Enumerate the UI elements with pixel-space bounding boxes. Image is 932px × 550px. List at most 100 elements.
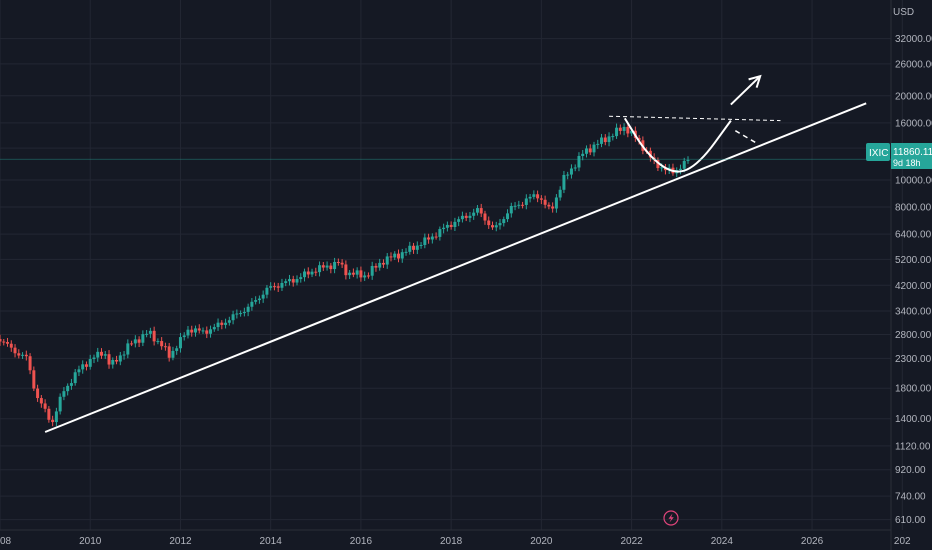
candle-body [660, 167, 664, 169]
candle-body [355, 270, 359, 275]
candle-body [51, 419, 55, 423]
drawings[interactable] [44, 74, 867, 433]
candle-body [314, 271, 318, 273]
time-axis[interactable]: 2008 2010 2012 2014 2016 2018 2020 2022 2024 2026… [0, 536, 911, 547]
candle-body [186, 329, 190, 336]
candle-body [197, 328, 201, 331]
candle-body [596, 143, 600, 145]
y-tick-label: 610.00 [895, 515, 926, 526]
candle-body [303, 271, 307, 278]
candle-body [239, 313, 243, 315]
candle-body [340, 262, 344, 265]
candle-body [6, 342, 10, 344]
candle-body [558, 189, 562, 198]
y-tick-label: 740.00 [895, 492, 926, 503]
candle-body [453, 221, 457, 228]
candle-body [348, 272, 352, 276]
candle-body [389, 256, 393, 258]
candle-body [220, 322, 224, 325]
candle-body [506, 213, 510, 220]
y-tick-label: 6400.00 [895, 230, 932, 241]
bullish-arrow-head [748, 74, 762, 88]
candle-body [344, 264, 348, 276]
candle-body [291, 279, 295, 283]
candle-body [592, 144, 596, 153]
y-tick-label: 1120.00 [895, 441, 931, 452]
candle-body [0, 338, 2, 342]
candle-body [96, 351, 100, 358]
cup-curve [623, 117, 732, 173]
candle-body [479, 208, 483, 214]
candle-body [265, 287, 269, 295]
candle-body [502, 219, 506, 224]
candle-body [539, 198, 543, 200]
candle-body [69, 383, 73, 386]
candle-body [175, 348, 179, 351]
x-tick-label: 2022 [620, 536, 643, 547]
candle-body [434, 236, 438, 238]
candle-body [148, 330, 152, 334]
candle-body [569, 168, 573, 175]
candle-body [193, 328, 197, 333]
candle-body [295, 279, 299, 283]
y-tick-label: 2800.00 [895, 330, 932, 341]
candle-body [603, 137, 607, 143]
candle-body [517, 204, 521, 206]
y-tick-label: 8000.00 [895, 203, 932, 214]
y-tick-label: 4200.00 [895, 281, 932, 292]
candle-body [329, 265, 333, 270]
candle-body [442, 227, 446, 230]
candle-body [577, 156, 581, 168]
candle-body [686, 160, 690, 162]
candle-body [261, 294, 265, 299]
candle-body [547, 204, 551, 207]
candle-body [626, 126, 630, 134]
candle-body [490, 225, 494, 228]
candle-body [408, 245, 412, 252]
candle-body [370, 265, 374, 276]
candle-body [412, 245, 416, 250]
candle-body [235, 313, 239, 315]
candle-body [137, 339, 141, 343]
candle-body [318, 265, 322, 273]
candle-body [28, 356, 32, 371]
candle-body [487, 220, 491, 226]
candle-body [630, 130, 634, 134]
candle-body [381, 262, 385, 265]
candle-body [509, 205, 513, 214]
candle-body [678, 168, 682, 171]
candle-body [21, 354, 25, 356]
candle-body [430, 236, 434, 240]
candle-body [363, 275, 367, 278]
y-tick-label: 5200.00 [895, 255, 932, 266]
candle-body [524, 198, 528, 205]
candle-body [584, 148, 588, 154]
candle-body [130, 343, 134, 345]
x-tick-label: 2008 [0, 536, 12, 547]
last-price-badge[interactable]: IXIC 11860.11 9d 18h [866, 143, 932, 169]
x-tick-label: 2014 [260, 536, 283, 547]
candle-body [212, 327, 216, 330]
candle-body [284, 281, 288, 283]
lightning-icon[interactable] [663, 510, 679, 526]
symbol-badge [866, 143, 890, 161]
y-tick-label: 3400.00 [895, 306, 932, 317]
candle-body [333, 261, 337, 270]
candle-body [445, 224, 449, 228]
candle-body [160, 341, 164, 347]
x-tick-label: 2024 [711, 536, 734, 547]
candle-body [88, 359, 92, 367]
candle-body [611, 136, 615, 138]
candle-body [156, 341, 160, 343]
candle-body [366, 275, 370, 277]
candle-body [73, 372, 77, 384]
candle-body [573, 167, 577, 169]
candle-body [246, 306, 250, 312]
candle-body [145, 333, 149, 335]
x-tick-label: 2020 [530, 536, 553, 547]
candle-body [299, 277, 303, 280]
candle-body [62, 391, 66, 397]
candle-body [36, 388, 40, 399]
